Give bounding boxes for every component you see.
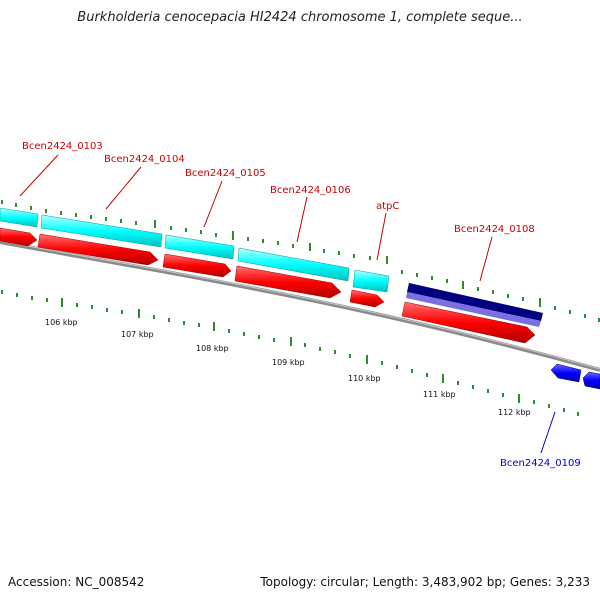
gene-bar-0105[interactable]	[164, 234, 235, 260]
scale-label-109: 109 kbp	[272, 358, 305, 367]
cds-arrow-0109[interactable]	[550, 363, 582, 383]
gene-bar-atpC[interactable]	[352, 269, 390, 293]
gene-bar-0106[interactable]	[237, 247, 350, 282]
reverse-cds-track	[550, 363, 600, 390]
cds-arrow-0103[interactable]	[0, 227, 38, 247]
gene-bar-0108-light[interactable]	[406, 292, 541, 327]
gene-label-0104[interactable]: Bcen2424_0104	[104, 154, 185, 165]
gene-label-0103[interactable]: Bcen2424_0103	[22, 141, 103, 152]
topology-text: Topology: circular; Length: 3,483,902 bp…	[260, 575, 590, 589]
cds-arrow-atpC[interactable]	[349, 289, 385, 308]
cds-arrow-0104[interactable]	[37, 233, 159, 266]
scale-label-112: 112 kbp	[498, 408, 531, 417]
gene-label-0106[interactable]: Bcen2424_0106	[270, 185, 351, 196]
scale-label-110: 110 kbp	[348, 374, 381, 383]
scale-label-108: 108 kbp	[196, 344, 229, 353]
gene-label-atpC[interactable]: atpC	[376, 201, 399, 212]
cds-arrow-0106[interactable]	[234, 265, 342, 299]
gene-bar-0104[interactable]	[40, 214, 163, 248]
scale-label-111: 111 kbp	[423, 390, 456, 399]
cds-arrow-next[interactable]	[582, 371, 600, 390]
gene-bar-0108-dark[interactable]	[407, 283, 543, 321]
forward-gene-track	[0, 207, 390, 293]
accession-text: Accession: NC_008542	[8, 575, 145, 589]
inner-tick-row	[1, 290, 579, 416]
backbone-highlight	[0, 240, 600, 370]
outer-tick-row	[1, 200, 600, 322]
gene-label-0105[interactable]: Bcen2424_0105	[185, 168, 266, 179]
label-leaders	[19, 154, 556, 454]
gene-bar-0103[interactable]	[0, 207, 39, 228]
forward-cds-track	[0, 227, 536, 344]
cds-arrow-0105[interactable]	[162, 253, 232, 278]
scale-label-106: 106 kbp	[45, 318, 78, 327]
scale-label-107: 107 kbp	[121, 330, 154, 339]
cds-arrow-0108[interactable]	[401, 301, 536, 344]
gene-label-0108[interactable]: Bcen2424_0108	[454, 224, 535, 235]
gene-label-0109[interactable]: Bcen2424_0109	[500, 458, 581, 469]
map-title: Burkholderia cenocepacia HI2424 chromoso…	[77, 10, 523, 25]
reverse-gene-track	[406, 283, 543, 327]
backbone-track	[0, 240, 600, 372]
